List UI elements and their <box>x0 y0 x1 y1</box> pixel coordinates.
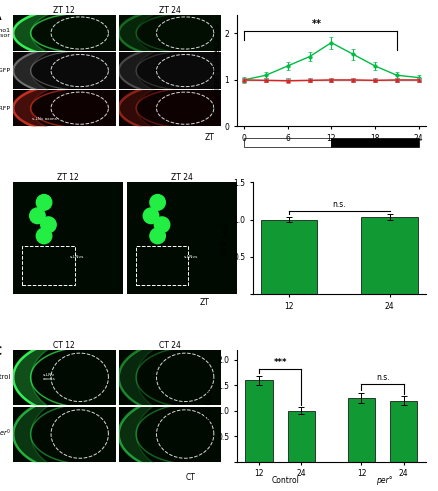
Bar <box>347 398 374 462</box>
Circle shape <box>30 208 45 223</box>
Y-axis label: per$^0$: per$^0$ <box>0 428 11 440</box>
Title: CT 24: CT 24 <box>159 341 180 350</box>
Y-axis label: Normalized fluorescence: Normalized fluorescence <box>212 23 221 118</box>
Bar <box>360 218 417 294</box>
Circle shape <box>36 194 52 210</box>
Y-axis label: eGFP: eGFP <box>0 68 11 73</box>
Text: ZT: ZT <box>204 133 214 142</box>
Bar <box>260 219 317 294</box>
Text: s-LNvs: s-LNvs <box>183 255 198 259</box>
Text: A: A <box>0 10 2 23</box>
Text: n.s.: n.s. <box>375 373 389 382</box>
Y-axis label: GFP (au): GFP (au) <box>205 389 214 422</box>
Y-axis label: myrRFP: myrRFP <box>0 106 11 110</box>
Text: s-LNv axons: s-LNv axons <box>32 117 56 121</box>
Bar <box>389 401 416 462</box>
Circle shape <box>36 228 52 244</box>
Text: ***: *** <box>273 358 286 367</box>
Text: CT: CT <box>185 473 195 482</box>
Text: Control: Control <box>272 476 299 485</box>
Circle shape <box>41 217 56 233</box>
Text: C: C <box>0 345 1 358</box>
Y-axis label: Rho1
sensor: Rho1 sensor <box>0 27 11 38</box>
Bar <box>22 246 75 285</box>
Text: ZT: ZT <box>199 298 209 307</box>
Title: ZT 12: ZT 12 <box>57 173 79 182</box>
Title: ZT 12: ZT 12 <box>53 6 75 15</box>
Title: ZT 24: ZT 24 <box>170 173 192 182</box>
Text: per°: per° <box>375 476 392 485</box>
Bar <box>331 137 417 146</box>
Bar <box>244 137 331 146</box>
Text: s-LNvs: s-LNvs <box>70 255 84 259</box>
Y-axis label: GFP (au): GFP (au) <box>221 222 230 254</box>
Circle shape <box>143 208 159 223</box>
Text: n.s.: n.s. <box>332 200 346 209</box>
Title: ZT 24: ZT 24 <box>159 6 180 15</box>
Circle shape <box>149 228 165 244</box>
Bar <box>287 411 314 462</box>
Title: CT 12: CT 12 <box>53 341 75 350</box>
Circle shape <box>149 194 165 210</box>
Text: s-LNv
axons: s-LNv axons <box>42 373 55 381</box>
Y-axis label: Control: Control <box>0 374 11 381</box>
Circle shape <box>154 217 170 233</box>
Text: **: ** <box>311 19 321 28</box>
Bar <box>245 381 272 462</box>
Bar <box>135 246 188 285</box>
